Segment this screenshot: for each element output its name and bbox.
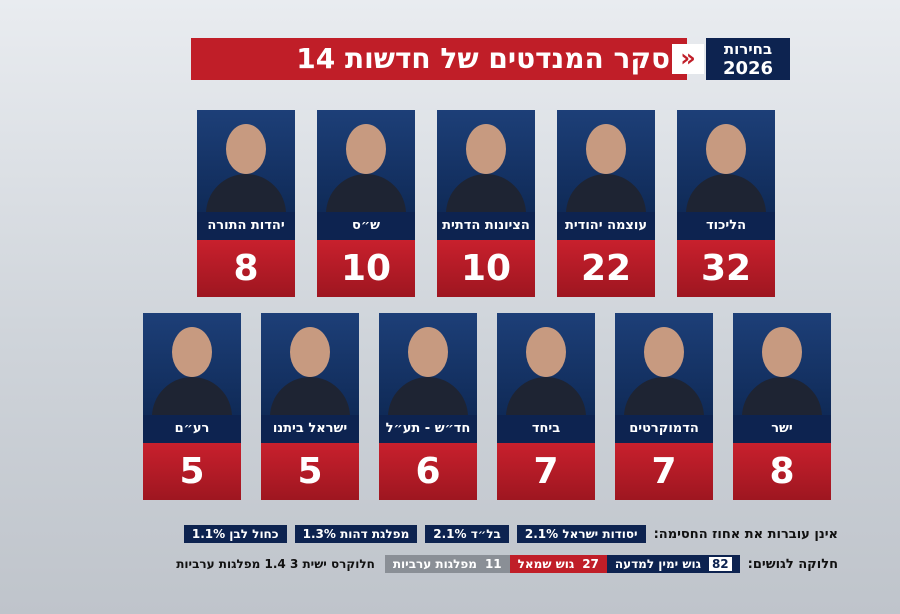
candidate-photo xyxy=(677,110,775,212)
bloc-item: 27 גוש שמאל xyxy=(509,555,607,573)
badge-line: בחירות xyxy=(723,40,773,58)
party-name: חד״ש - תע״ל xyxy=(379,415,477,443)
party-card: עוצמה יהודית 22 xyxy=(557,110,655,297)
party-name: ביחד xyxy=(497,415,595,443)
photo-body xyxy=(206,174,286,212)
candidate-photo xyxy=(615,313,713,415)
party-name: יהדות התורה xyxy=(197,212,295,240)
candidate-photo xyxy=(379,313,477,415)
party-card: ישר 8 xyxy=(733,313,831,500)
blocs-label: חלוקה לגושים: xyxy=(747,556,838,572)
seat-count: 8 xyxy=(733,443,831,500)
badge-line: 2026 xyxy=(722,58,774,79)
title: סקר המנדטים של חדשות 14 xyxy=(296,42,670,75)
photo-head xyxy=(346,124,386,174)
seat-count: 5 xyxy=(261,443,359,500)
seat-count: 7 xyxy=(497,443,595,500)
bloc-seats: 82 xyxy=(708,557,732,571)
threshold-item: מפלגת דהות 1.3% xyxy=(294,525,418,543)
seat-count: 7 xyxy=(615,443,713,500)
party-card: ביחד 7 xyxy=(497,313,595,500)
candidate-photo xyxy=(557,110,655,212)
title-bar xyxy=(191,38,687,80)
photo-body xyxy=(506,377,586,415)
photo-head xyxy=(644,327,684,377)
threshold-item: יסודות ישראל 2.1% xyxy=(516,525,646,543)
candidate-photo xyxy=(733,313,831,415)
bloc-name: מפלגות ערביות xyxy=(392,557,477,571)
party-name: רע״ם xyxy=(143,415,241,443)
photo-body xyxy=(742,377,822,415)
candidate-photo xyxy=(437,110,535,212)
threshold-item: כחול לבן 1.1% xyxy=(183,525,287,543)
seat-count: 32 xyxy=(677,240,775,297)
seat-count: 22 xyxy=(557,240,655,297)
party-card: יהדות התורה 8 xyxy=(197,110,295,297)
bloc-seats: 11 xyxy=(484,557,502,571)
seat-count: 10 xyxy=(317,240,415,297)
bloc-item: 82 גוש ימין למדעה xyxy=(606,555,740,573)
candidate-photo xyxy=(197,110,295,212)
party-name: הליכוד xyxy=(677,212,775,240)
bloc-name: גוש שמאל xyxy=(517,557,575,571)
party-name: הציונות הדתית xyxy=(437,212,535,240)
candidate-photo xyxy=(261,313,359,415)
party-name: ש״ס xyxy=(317,212,415,240)
threshold-row: אינן עוברות את אחוז החסימה: יסודות ישראל… xyxy=(176,525,838,543)
photo-head xyxy=(586,124,626,174)
photo-body xyxy=(686,174,766,212)
blocs-row: חלוקה לגושים: 82 גוש ימין למדעה 27 גוש שמאל… xyxy=(168,555,838,573)
party-name: עוצמה יהודית xyxy=(557,212,655,240)
photo-head xyxy=(466,124,506,174)
photo-head xyxy=(172,327,212,377)
party-card: הליכוד 32 xyxy=(677,110,775,297)
party-name: הדמוקרטים xyxy=(615,415,713,443)
photo-body xyxy=(152,377,232,415)
photo-body xyxy=(388,377,468,415)
photo-body xyxy=(566,174,646,212)
seat-count: 8 xyxy=(197,240,295,297)
bloc-item: 11 מפלגות ערביות xyxy=(384,555,510,573)
bloc-name: גוש ימין למדעה xyxy=(614,557,701,571)
party-card: הציונות הדתית 10 xyxy=(437,110,535,297)
photo-head xyxy=(706,124,746,174)
photo-head xyxy=(762,327,802,377)
photo-body xyxy=(270,377,350,415)
bloc-seats: 27 xyxy=(582,557,599,571)
badge: בחירות 2026 xyxy=(706,38,790,80)
seat-count: 5 xyxy=(143,443,241,500)
photo-body xyxy=(624,377,704,415)
photo-head xyxy=(408,327,448,377)
arrow-icon: « xyxy=(672,44,704,74)
photo-body xyxy=(446,174,526,212)
party-card: ישראל ביתנו 5 xyxy=(261,313,359,500)
threshold-item: בל״ד 2.1% xyxy=(425,525,509,543)
candidate-photo xyxy=(497,313,595,415)
seat-count: 10 xyxy=(437,240,535,297)
party-card: ש״ס 10 xyxy=(317,110,415,297)
party-name: ישראל ביתנו xyxy=(261,415,359,443)
seat-count: 6 xyxy=(379,443,477,500)
blocs-note: חלוקרס ישית 3 1.4 מפלגות ערביות xyxy=(176,557,375,571)
photo-head xyxy=(290,327,330,377)
party-card: הדמוקרטים 7 xyxy=(615,313,713,500)
photo-head xyxy=(526,327,566,377)
threshold-label: אינן עוברות את אחוז החסימה: xyxy=(653,526,838,542)
party-card: רע״ם 5 xyxy=(143,313,241,500)
photo-body xyxy=(326,174,406,212)
party-name: ישר xyxy=(733,415,831,443)
photo-head xyxy=(226,124,266,174)
candidate-photo xyxy=(317,110,415,212)
candidate-photo xyxy=(143,313,241,415)
party-card: חד״ש - תע״ל 6 xyxy=(379,313,477,500)
